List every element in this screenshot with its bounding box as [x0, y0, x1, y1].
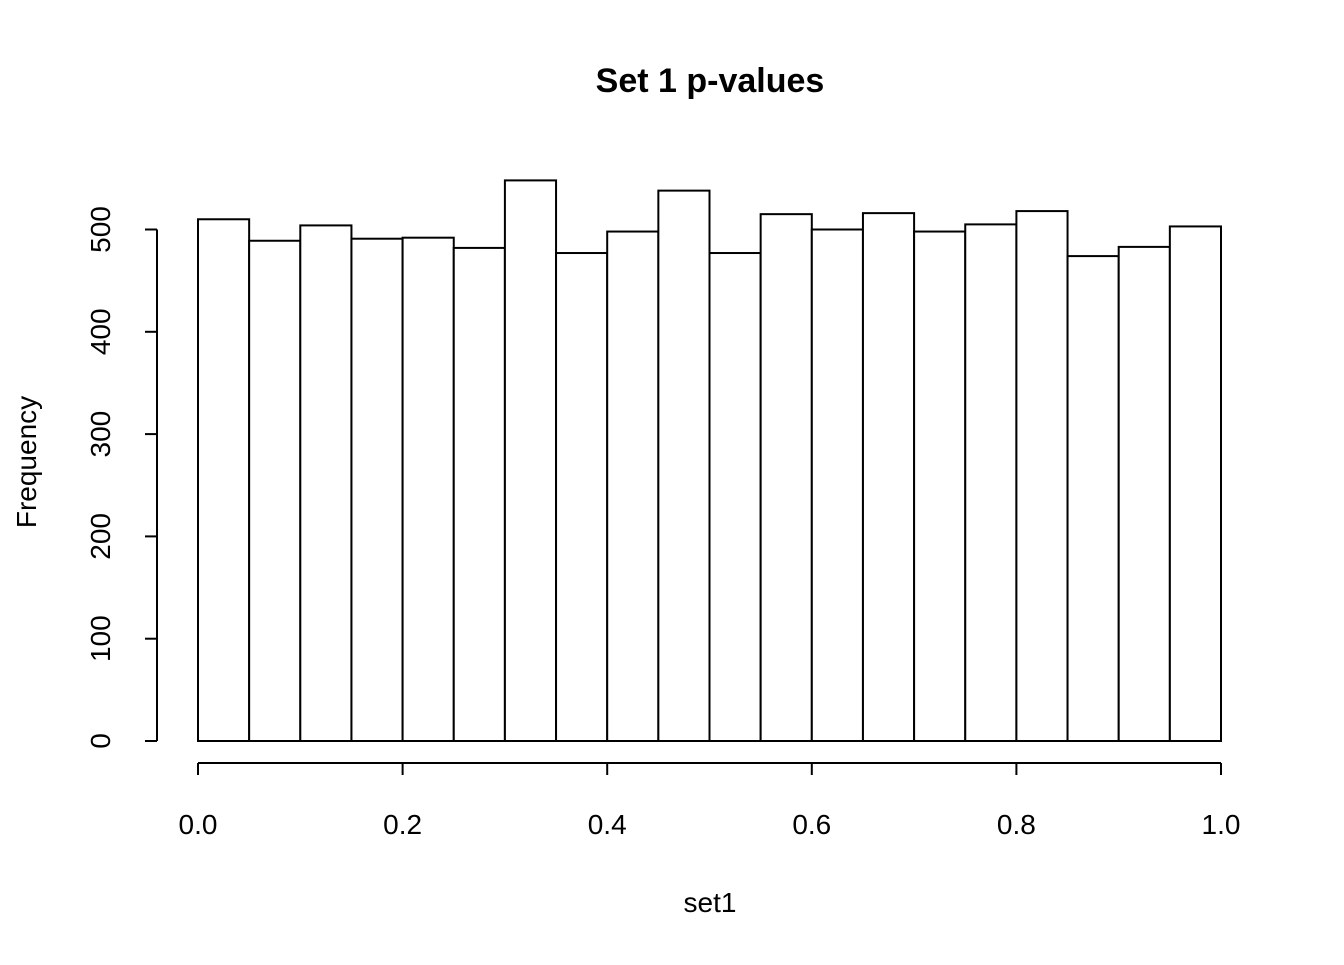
bar: [1015, 210, 1069, 742]
bar: [964, 223, 1018, 742]
bar: [248, 239, 302, 743]
bar: [1066, 255, 1120, 742]
x-tick-label: 0.2: [383, 809, 422, 840]
bar: [299, 224, 353, 742]
y-tick-label: 100: [85, 615, 116, 662]
bar: [708, 252, 762, 743]
y-tick-label: 300: [85, 411, 116, 458]
x-tick-label: 1.0: [1202, 809, 1241, 840]
x-tick-label: 0.8: [997, 809, 1036, 840]
bar: [913, 230, 967, 743]
bar: [197, 218, 251, 742]
x-tick-label: 0.6: [792, 809, 831, 840]
bar: [606, 230, 660, 743]
bar: [1168, 225, 1222, 742]
x-axis-label: set1: [684, 887, 737, 918]
y-tick-label: 0: [85, 733, 116, 749]
bar: [1117, 245, 1171, 743]
bar: [350, 237, 404, 742]
chart-title: Set 1 p-values: [596, 62, 825, 100]
bar: [657, 189, 711, 743]
y-axis-label: Frequency: [11, 396, 42, 528]
y-tick-label: 400: [85, 308, 116, 355]
bar: [861, 212, 916, 742]
bar: [810, 228, 864, 742]
bar: [401, 236, 455, 743]
y-tick-label: 200: [85, 513, 116, 560]
bar: [452, 246, 506, 742]
bar: [555, 252, 609, 743]
y-tick-label: 500: [85, 206, 116, 253]
x-tick-label: 0.0: [179, 809, 218, 840]
bar: [503, 179, 558, 742]
x-tick-label: 0.4: [588, 809, 627, 840]
bar: [759, 213, 813, 742]
